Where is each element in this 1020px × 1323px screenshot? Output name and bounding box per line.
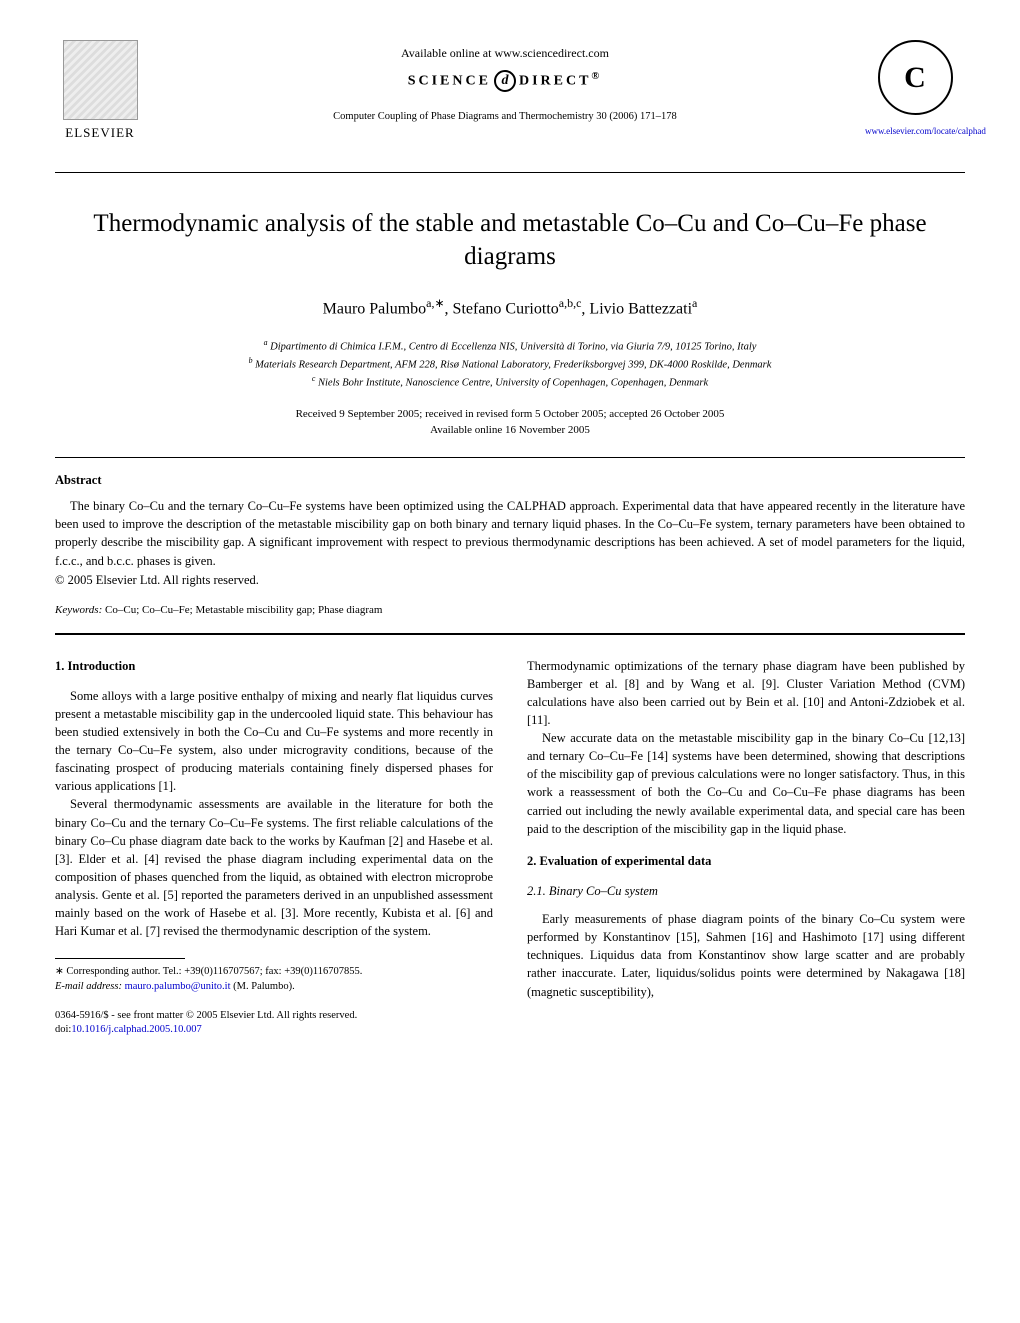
journal-reference: Computer Coupling of Phase Diagrams and … xyxy=(145,110,865,125)
available-online-text: Available online at www.sciencedirect.co… xyxy=(145,45,865,62)
eval-p1: Early measurements of phase diagram poin… xyxy=(527,910,965,1001)
sd-post: DIRECT xyxy=(519,73,591,88)
journal-homepage-link[interactable]: www.elsevier.com/locate/calphad xyxy=(865,126,986,136)
footnotes: ∗ Corresponding author. Tel.: +39(0)1167… xyxy=(55,965,493,994)
publisher-name: ELSEVIER xyxy=(55,124,145,142)
email-who: (M. Palumbo). xyxy=(233,981,295,992)
doi-label: doi: xyxy=(55,1024,71,1035)
journal-logo-block: www.elsevier.com/locate/calphad xyxy=(865,40,965,139)
email-label: E-mail address: xyxy=(55,981,122,992)
affiliations: a Dipartimento di Chimica I.F.M., Centro… xyxy=(55,337,965,392)
body-columns: 1. Introduction Some alloys with a large… xyxy=(55,657,965,1039)
footnote-separator xyxy=(55,958,185,959)
abstract-paragraph: The binary Co–Cu and the ternary Co–Cu–F… xyxy=(55,497,965,570)
rule-top xyxy=(55,172,965,173)
email-link[interactable]: mauro.palumbo@unito.it xyxy=(125,981,231,992)
issn-line: 0364-5916/$ - see front matter © 2005 El… xyxy=(55,1009,493,1024)
received-line: Received 9 September 2005; received in r… xyxy=(55,406,965,423)
affiliation-a: a Dipartimento di Chimica I.F.M., Centro… xyxy=(55,337,965,355)
doi-line: doi:10.1016/j.calphad.2005.10.007 xyxy=(55,1023,493,1038)
abstract-copyright: © 2005 Elsevier Ltd. All rights reserved… xyxy=(55,572,965,590)
abstract-heading: Abstract xyxy=(55,472,965,490)
corresponding-author: ∗ Corresponding author. Tel.: +39(0)1167… xyxy=(55,965,493,980)
section-2-1-head: 2.1. Binary Co–Cu system xyxy=(527,882,965,900)
science-direct-logo: SCIENCEdDIRECT® xyxy=(145,70,865,92)
section-2-head: 2. Evaluation of experimental data xyxy=(527,852,965,870)
sd-circle-icon: d xyxy=(494,70,516,92)
abstract-block: Abstract The binary Co–Cu and the ternar… xyxy=(55,472,965,590)
right-column: Thermodynamic optimizations of the terna… xyxy=(527,657,965,1039)
keywords-line: Keywords: Co–Cu; Co–Cu–Fe; Metastable mi… xyxy=(55,603,965,618)
section-1-head: 1. Introduction xyxy=(55,657,493,675)
email-line: E-mail address: mauro.palumbo@unito.it (… xyxy=(55,980,493,995)
affiliation-b: b Materials Research Department, AFM 228… xyxy=(55,355,965,373)
doi-link[interactable]: 10.1016/j.calphad.2005.10.007 xyxy=(71,1024,201,1035)
article-title: Thermodynamic analysis of the stable and… xyxy=(85,208,935,273)
intro-p4: New accurate data on the metastable misc… xyxy=(527,729,965,838)
publisher-block: ELSEVIER xyxy=(55,40,145,142)
keywords-text: Co–Cu; Co–Cu–Fe; Metastable miscibility … xyxy=(105,604,382,616)
calphad-logo-icon xyxy=(878,40,953,115)
intro-p1: Some alloys with a large positive enthal… xyxy=(55,687,493,796)
elsevier-tree-logo xyxy=(63,40,138,120)
keywords-label: Keywords: xyxy=(55,604,102,616)
sd-pre: SCIENCE xyxy=(408,73,491,88)
abstract-text: The binary Co–Cu and the ternary Co–Cu–F… xyxy=(55,497,965,570)
online-line: Available online 16 November 2005 xyxy=(55,422,965,439)
bottom-info: 0364-5916/$ - see front matter © 2005 El… xyxy=(55,1009,493,1038)
intro-p3: Thermodynamic optimizations of the terna… xyxy=(527,657,965,730)
rule-after-keywords xyxy=(55,633,965,635)
header-top: ELSEVIER Available online at www.science… xyxy=(55,40,965,142)
center-header: Available online at www.sciencedirect.co… xyxy=(145,40,865,125)
authors-line: Mauro Palumboa,∗, Stefano Curiottoa,b,c,… xyxy=(55,295,965,321)
rule-before-abstract xyxy=(55,457,965,458)
intro-p2: Several thermodynamic assessments are av… xyxy=(55,795,493,940)
article-dates: Received 9 September 2005; received in r… xyxy=(55,406,965,439)
affiliation-c: c Niels Bohr Institute, Nanoscience Cent… xyxy=(55,373,965,391)
left-column: 1. Introduction Some alloys with a large… xyxy=(55,657,493,1039)
